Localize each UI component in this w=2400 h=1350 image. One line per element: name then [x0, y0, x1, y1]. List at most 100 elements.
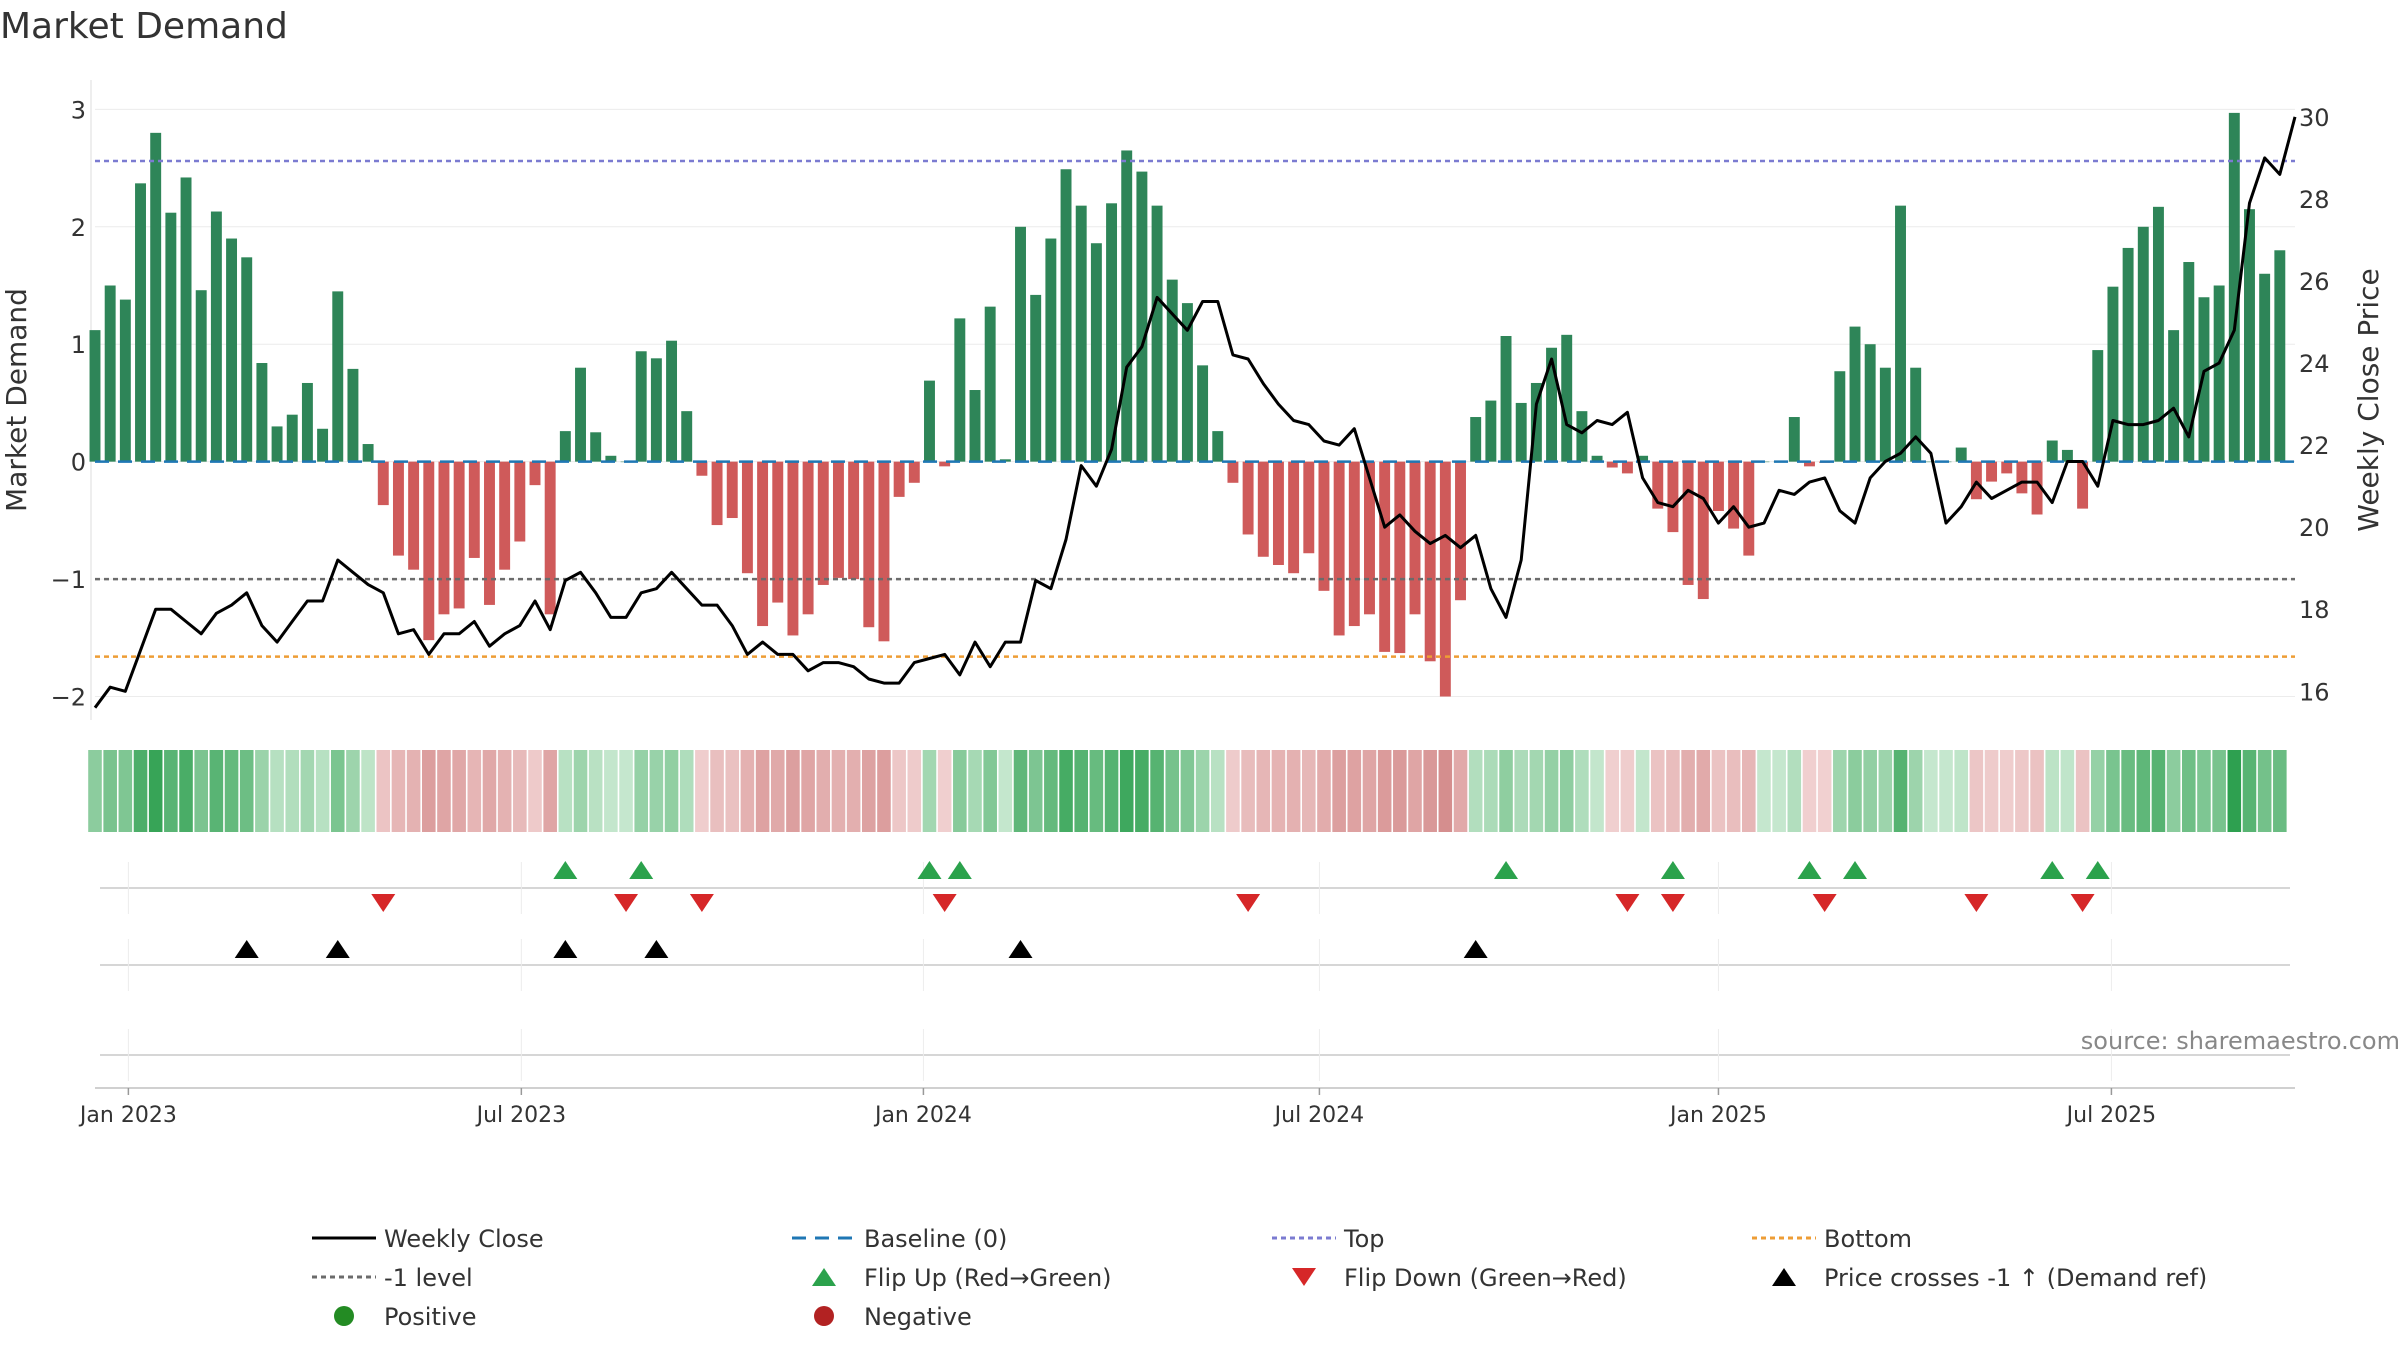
flip-up-marker	[1797, 861, 1822, 879]
legend-item: Bottom	[1752, 1225, 1912, 1253]
legend-label: Positive	[384, 1303, 477, 1331]
demand-bar	[1257, 461, 1269, 557]
demand-bar	[256, 363, 268, 462]
y2-tick-label: 26	[2299, 268, 2330, 296]
heat-cell	[1074, 750, 1088, 832]
price-cross-marker	[325, 940, 350, 958]
price-cross-marker	[644, 940, 669, 958]
heat-cell	[1620, 750, 1635, 832]
demand-bar	[908, 461, 920, 483]
demand-bar	[954, 318, 966, 462]
y-tick-label: 2	[71, 214, 86, 242]
heat-cell	[953, 750, 967, 832]
demand-bar	[2137, 226, 2149, 462]
heat-cell	[558, 750, 573, 832]
demand-bar	[1166, 279, 1178, 462]
heat-cell	[619, 750, 633, 832]
demand-bar	[453, 461, 465, 609]
demand-bar	[2061, 449, 2073, 462]
demand-bar	[1409, 461, 1421, 615]
heat-cell	[1696, 750, 1711, 832]
x-tick-label: Jul 2023	[475, 1103, 567, 1128]
heat-cell	[846, 750, 861, 832]
y2-tick-label: 20	[2299, 514, 2330, 542]
demand-bar	[575, 367, 586, 462]
flip-down-marker	[1236, 894, 1261, 912]
demand-bar	[408, 461, 420, 570]
demand-bar	[1455, 461, 1466, 601]
flip-down-marker	[932, 894, 957, 912]
heat-cell	[1757, 750, 1771, 832]
heat-cell	[2075, 750, 2090, 832]
heat-cell	[2151, 750, 2166, 832]
x-tick-label: Jan 2023	[78, 1103, 177, 1128]
legend-item: Weekly Close	[312, 1225, 544, 1253]
demand-bar	[332, 291, 344, 462]
heat-cell	[2060, 750, 2075, 832]
heat-cell	[725, 750, 740, 832]
heat-cell	[710, 750, 724, 832]
heat-cell	[422, 750, 436, 832]
heat-cell	[664, 750, 679, 832]
heat-cell	[2273, 750, 2287, 832]
heat-cell	[376, 750, 391, 832]
heat-cell	[1150, 750, 1164, 832]
heat-cell	[1954, 750, 1968, 832]
heat-cell	[1332, 750, 1346, 832]
demand-bar	[1333, 461, 1345, 636]
demand-bar	[559, 431, 571, 462]
demand-bar	[104, 285, 116, 462]
heat-cell	[103, 750, 117, 832]
demand-heat-strip	[88, 750, 2287, 832]
heat-cell	[1848, 750, 1862, 832]
demand-bar	[1106, 203, 1118, 462]
heat-cell	[2182, 750, 2196, 832]
heat-cell	[1726, 750, 1741, 832]
x-tick-label: Jul 2024	[1273, 1103, 1365, 1128]
demand-bar	[271, 426, 283, 462]
y2-tick-label: 30	[2299, 104, 2330, 132]
y2-tick-label: 24	[2299, 350, 2330, 378]
heat-cell	[543, 750, 557, 832]
price-cross-marker	[1008, 940, 1033, 958]
heat-cell	[133, 750, 148, 832]
heat-cell	[1802, 750, 1817, 832]
heat-cell	[1104, 750, 1119, 832]
heat-cell	[1241, 750, 1255, 832]
heat-cell	[1924, 750, 1938, 832]
legend-item: Price crosses -1 ↑ (Demand ref)	[1772, 1264, 2207, 1292]
demand-bar	[2031, 461, 2043, 515]
demand-bar	[2183, 262, 2195, 462]
heat-cell	[1059, 750, 1073, 832]
demand-bar	[1197, 365, 1209, 462]
demand-bar	[1181, 303, 1193, 462]
flip-down-marker	[1660, 894, 1685, 912]
heat-cell	[1180, 750, 1195, 832]
heat-cell	[695, 750, 709, 832]
heat-cell	[937, 750, 952, 832]
demand-bar	[1955, 447, 1967, 462]
y2-tick-label: 18	[2299, 596, 2330, 624]
heat-cell	[482, 750, 497, 832]
demand-bar	[1394, 461, 1406, 654]
heat-cell	[1044, 750, 1058, 832]
demand-bar	[1986, 461, 1998, 482]
heat-cell	[1605, 750, 1620, 832]
demand-bar	[1015, 226, 1026, 462]
flip-up-marker	[947, 861, 972, 879]
demand-bar	[1895, 205, 1906, 462]
heat-cell	[2106, 750, 2120, 832]
legend: Weekly Close Baseline (0) Top Bottom -1 leve…	[312, 1225, 2207, 1331]
heat-cell	[1817, 750, 1832, 832]
flip-down-marker	[2070, 894, 2095, 912]
demand-bar	[2274, 250, 2286, 462]
heat-cell	[740, 750, 755, 832]
heat-cell	[2197, 750, 2211, 832]
heat-cell	[1165, 750, 1180, 832]
demand-bar	[1470, 417, 1482, 462]
legend-item: Baseline (0)	[792, 1225, 1007, 1253]
heat-cell	[88, 750, 102, 832]
flip-down-marker	[1964, 894, 1989, 912]
flip-up-marker	[1494, 861, 1519, 879]
legend-item: -1 level	[312, 1264, 473, 1292]
